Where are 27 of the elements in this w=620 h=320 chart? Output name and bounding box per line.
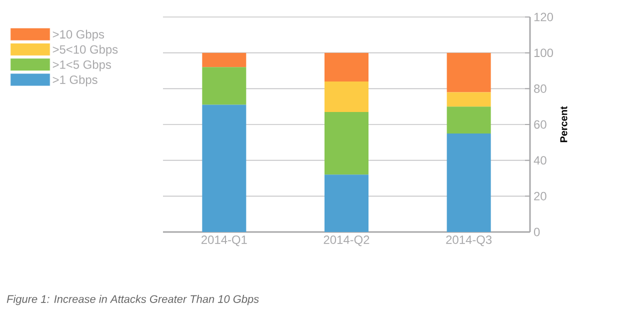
bar — [202, 104, 246, 232]
y-tick-label: 120 — [534, 12, 554, 22]
y-axis-title: Percent — [560, 106, 568, 142]
bar — [446, 52, 491, 92]
caption: Figure 1: Increase in Attacks Greater Than 10 Gbps — [6, 294, 259, 306]
bar — [324, 112, 369, 175]
bar — [446, 92, 491, 107]
x-tick-label: 2014-Q2 — [324, 236, 370, 246]
legend-label: >1 Gbps — [52, 75, 98, 86]
x-tick-label: 2014-Q3 — [446, 236, 492, 246]
x-tick-label: 2014-Q1 — [202, 236, 247, 246]
bar — [446, 133, 491, 232]
legend-label: >1<5 Gbps — [52, 60, 111, 72]
y-tick-label: 60 — [534, 120, 546, 129]
bar — [324, 52, 369, 82]
y-tick-label: 40 — [534, 156, 546, 165]
y-tick-label: 0 — [534, 228, 540, 236]
y-tick-label: 80 — [534, 84, 546, 93]
legend-label: >10 Gbps — [52, 30, 104, 41]
bar — [324, 81, 369, 112]
bar — [324, 174, 369, 232]
bar — [202, 67, 246, 105]
bar — [202, 52, 246, 68]
y-tick-label: 20 — [534, 192, 546, 200]
legend-label: >5<10 Gbps — [52, 44, 118, 56]
bar — [446, 106, 491, 134]
y-tick-label: 100 — [534, 48, 554, 58]
